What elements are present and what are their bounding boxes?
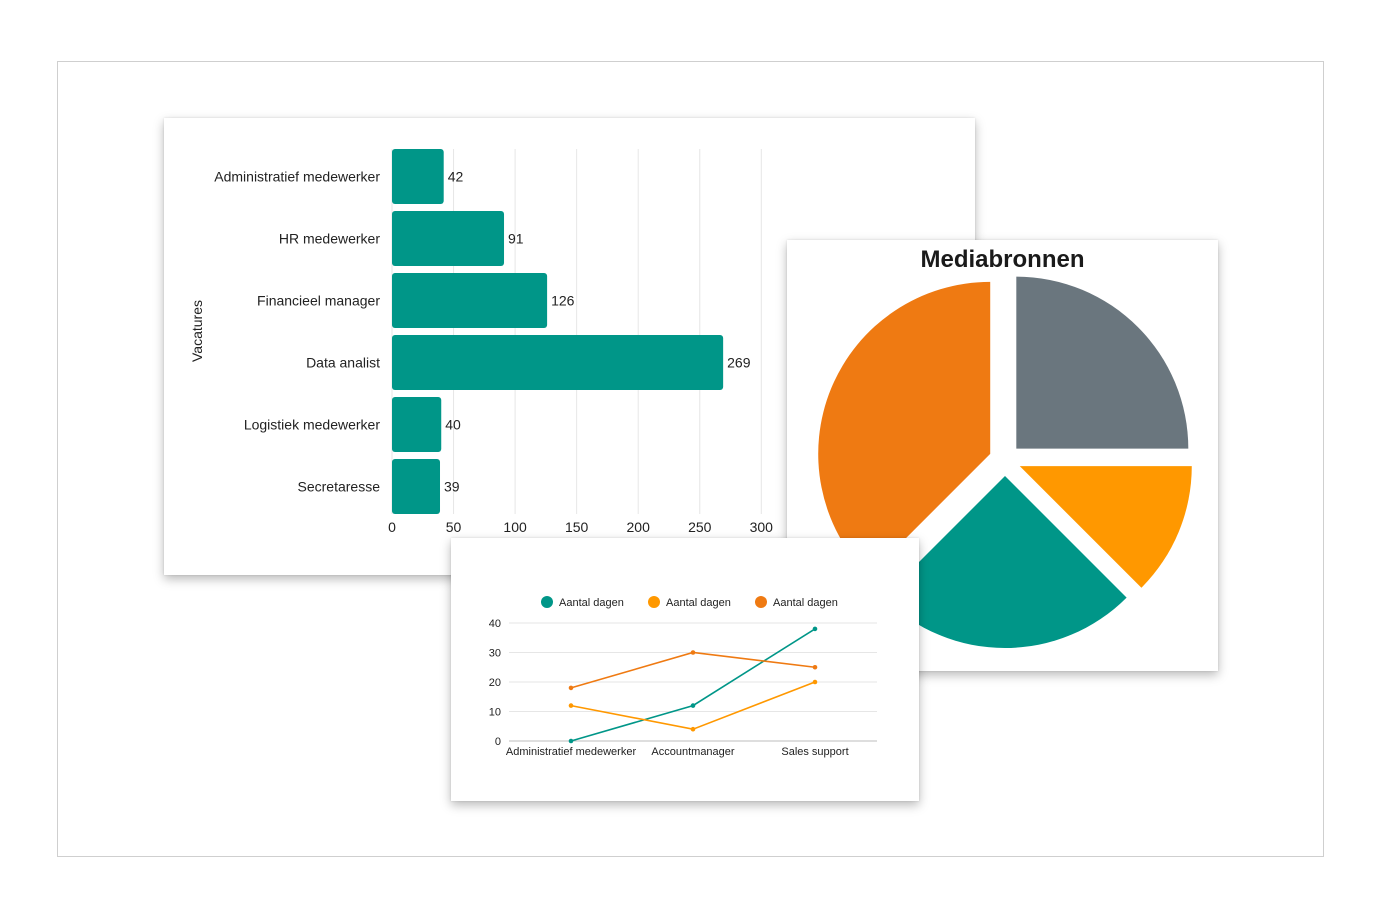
y-tick-label: 20 (489, 677, 501, 689)
bar-logistiek-medewerker (392, 397, 442, 452)
legend-marker (541, 596, 553, 608)
line-chart-card: 0 10 20 30 40 Administratief medewerker Accoun… (451, 538, 919, 801)
bar-chart-card: 0 50 100 150 200 250 300 Vacatures Administratie… (164, 118, 975, 575)
vacatures-bar-chart: 0 50 100 150 200 250 300 Vacatures Administratie… (189, 149, 774, 535)
legend-item: Aantal dagen (648, 596, 731, 609)
x-tick-label: Accountmanager (651, 746, 734, 758)
pie-slice-3 (883, 476, 1127, 648)
y-axis-title: Vacatures (189, 300, 205, 362)
data-label: 40 (445, 417, 461, 433)
x-tick-label: Administratief medewerker (506, 746, 637, 758)
y-tick-label: 0 (495, 736, 501, 748)
data-point (568, 685, 574, 691)
aantal-dagen-line-chart: 0 10 20 30 40 Administratief medewerker Accoun… (489, 596, 877, 758)
x-tick-label: 0 (388, 519, 396, 535)
data-point (812, 626, 818, 632)
legend-label: Aantal dagen (559, 597, 624, 609)
y-tick-label: 40 (489, 618, 501, 630)
legend-marker (755, 596, 767, 608)
y-tick-label: 30 (489, 648, 501, 660)
x-tick-label: 300 (750, 519, 774, 535)
data-point (568, 703, 574, 708)
bar-hr-medewerker (392, 211, 505, 266)
pie-chart-title: Mediabronnen (920, 246, 1085, 273)
data-point (690, 726, 696, 732)
data-label: 269 (727, 355, 751, 371)
x-tick-label: 250 (688, 519, 712, 535)
category-label: Logistiek medewerker (244, 417, 381, 433)
category-label: HR medewerker (279, 231, 380, 247)
legend-label: Aantal dagen (773, 597, 838, 609)
bar-secretaresse (392, 459, 441, 514)
legend-label: Aantal dagen (666, 597, 731, 609)
pie-slice-2 (1019, 466, 1192, 588)
series-line-3 (570, 651, 816, 689)
mediabronnen-pie-chart (818, 276, 1192, 648)
legend-item: Aantal dagen (755, 596, 838, 609)
y-tick-label: 10 (489, 707, 501, 719)
data-label: 91 (508, 231, 524, 247)
bar-financieel-manager (392, 273, 548, 328)
pie-slice-4 (818, 281, 991, 576)
category-label: Administratief medewerker (214, 169, 380, 185)
data-label: 39 (444, 479, 460, 495)
data-label: 126 (551, 293, 575, 309)
data-label: 42 (448, 169, 464, 185)
data-point (812, 664, 818, 670)
x-tick-label: Sales support (781, 746, 848, 758)
x-tick-label: 200 (627, 519, 651, 535)
pie-slice-1 (1016, 276, 1189, 449)
x-tick-label: 100 (503, 519, 527, 535)
x-tick-label: 150 (565, 519, 589, 535)
bar-administratief-medewerker (392, 149, 444, 204)
bar-data-analist (392, 335, 724, 390)
category-label: Secretaresse (298, 479, 381, 495)
data-point (690, 703, 696, 708)
category-label: Financieel manager (257, 293, 380, 309)
legend-marker (648, 596, 660, 608)
data-point (568, 738, 574, 744)
data-point (690, 650, 696, 655)
legend-item: Aantal dagen (541, 596, 624, 609)
series-line-1 (570, 628, 816, 742)
category-label: Data analist (306, 355, 380, 371)
data-point (812, 679, 818, 685)
x-tick-label: 50 (446, 519, 462, 535)
